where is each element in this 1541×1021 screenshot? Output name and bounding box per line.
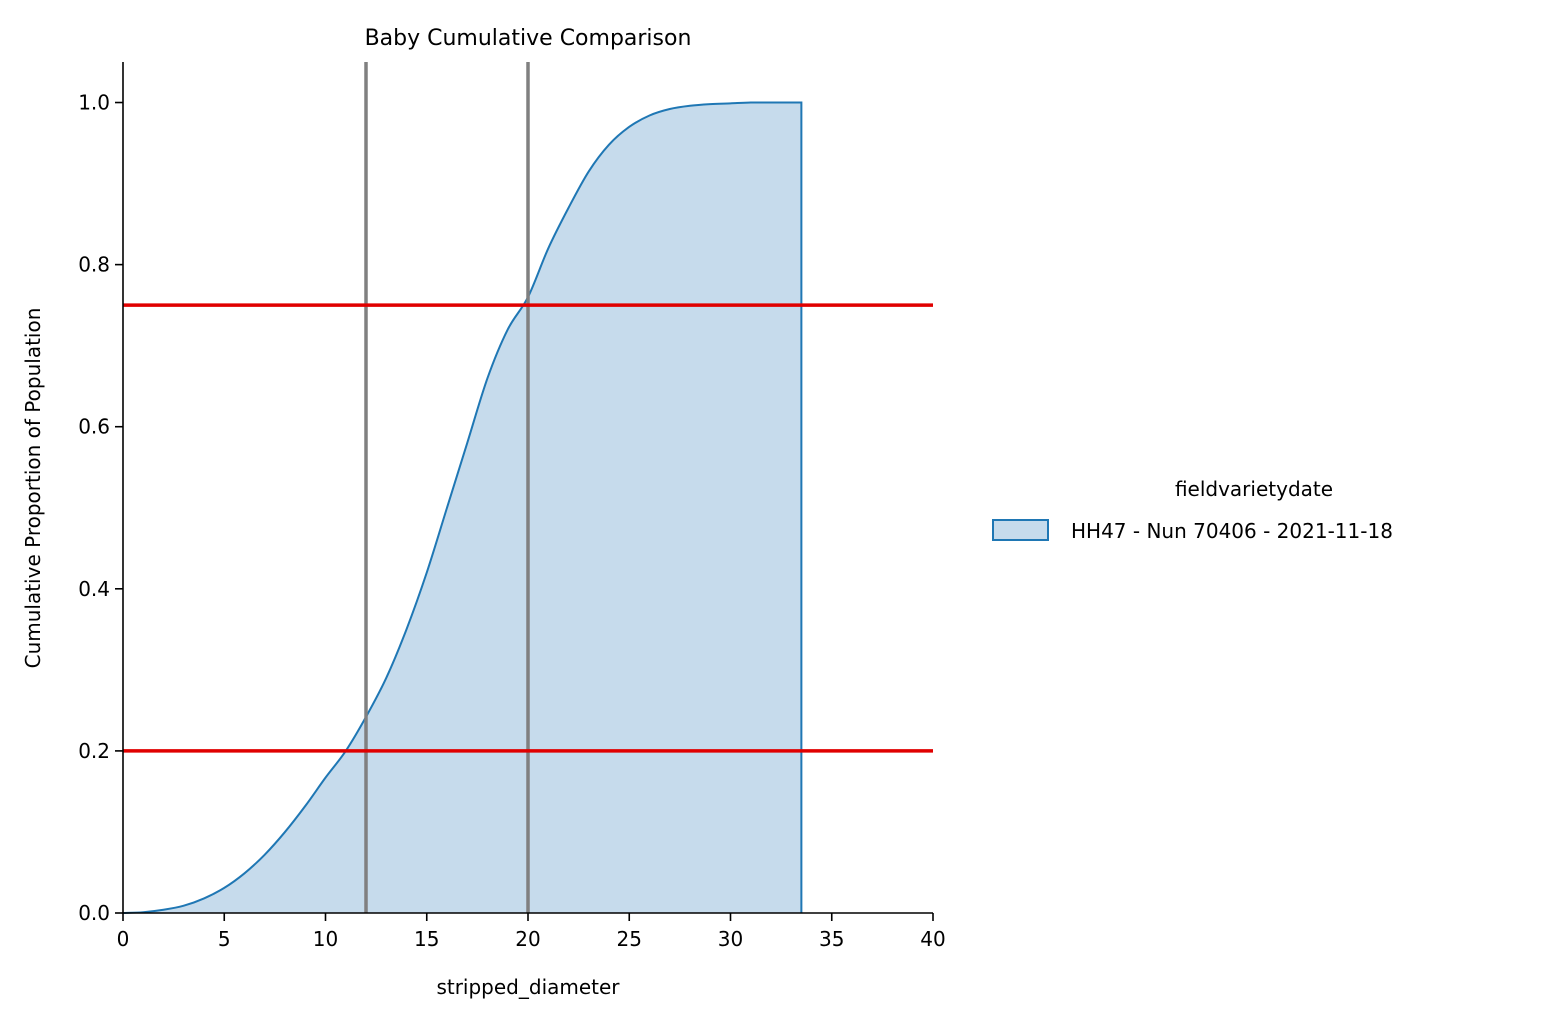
y-ticks: 0.0 0.2 0.4 0.6 0.8 1.0 [78, 91, 123, 925]
y-axis-label: Cumulative Proportion of Population [21, 308, 45, 669]
x-axis-label: stripped_diameter [436, 975, 620, 999]
x-tick-label: 10 [313, 927, 338, 951]
y-tick-label: 0.8 [78, 253, 110, 277]
legend-title: fieldvarietydate [1175, 477, 1333, 501]
series-area [123, 102, 802, 913]
x-tick-label: 30 [718, 927, 743, 951]
x-ticks: 0 5 10 15 20 25 30 35 40 [117, 913, 946, 951]
x-tick-label: 0 [117, 927, 130, 951]
x-tick-label: 25 [617, 927, 642, 951]
y-tick-label: 0.6 [78, 415, 110, 439]
y-tick-label: 0.2 [78, 739, 110, 763]
x-tick-label: 5 [218, 927, 231, 951]
plot-area [122, 62, 933, 914]
y-tick-label: 0.4 [78, 577, 110, 601]
x-tick-label: 15 [414, 927, 439, 951]
x-tick-label: 40 [920, 927, 945, 951]
y-tick-label: 0.0 [78, 901, 110, 925]
y-tick-label: 1.0 [78, 91, 110, 115]
chart-title: Baby Cumulative Comparison [365, 26, 692, 51]
legend-label: HH47 - Nun 70406 - 2021-11-18 [1071, 519, 1393, 543]
x-tick-label: 35 [819, 927, 844, 951]
legend: fieldvarietydate HH47 - Nun 70406 - 2021… [992, 477, 1393, 543]
x-tick-label: 20 [515, 927, 540, 951]
legend-swatch [992, 519, 1049, 541]
series-line [122, 101, 803, 914]
